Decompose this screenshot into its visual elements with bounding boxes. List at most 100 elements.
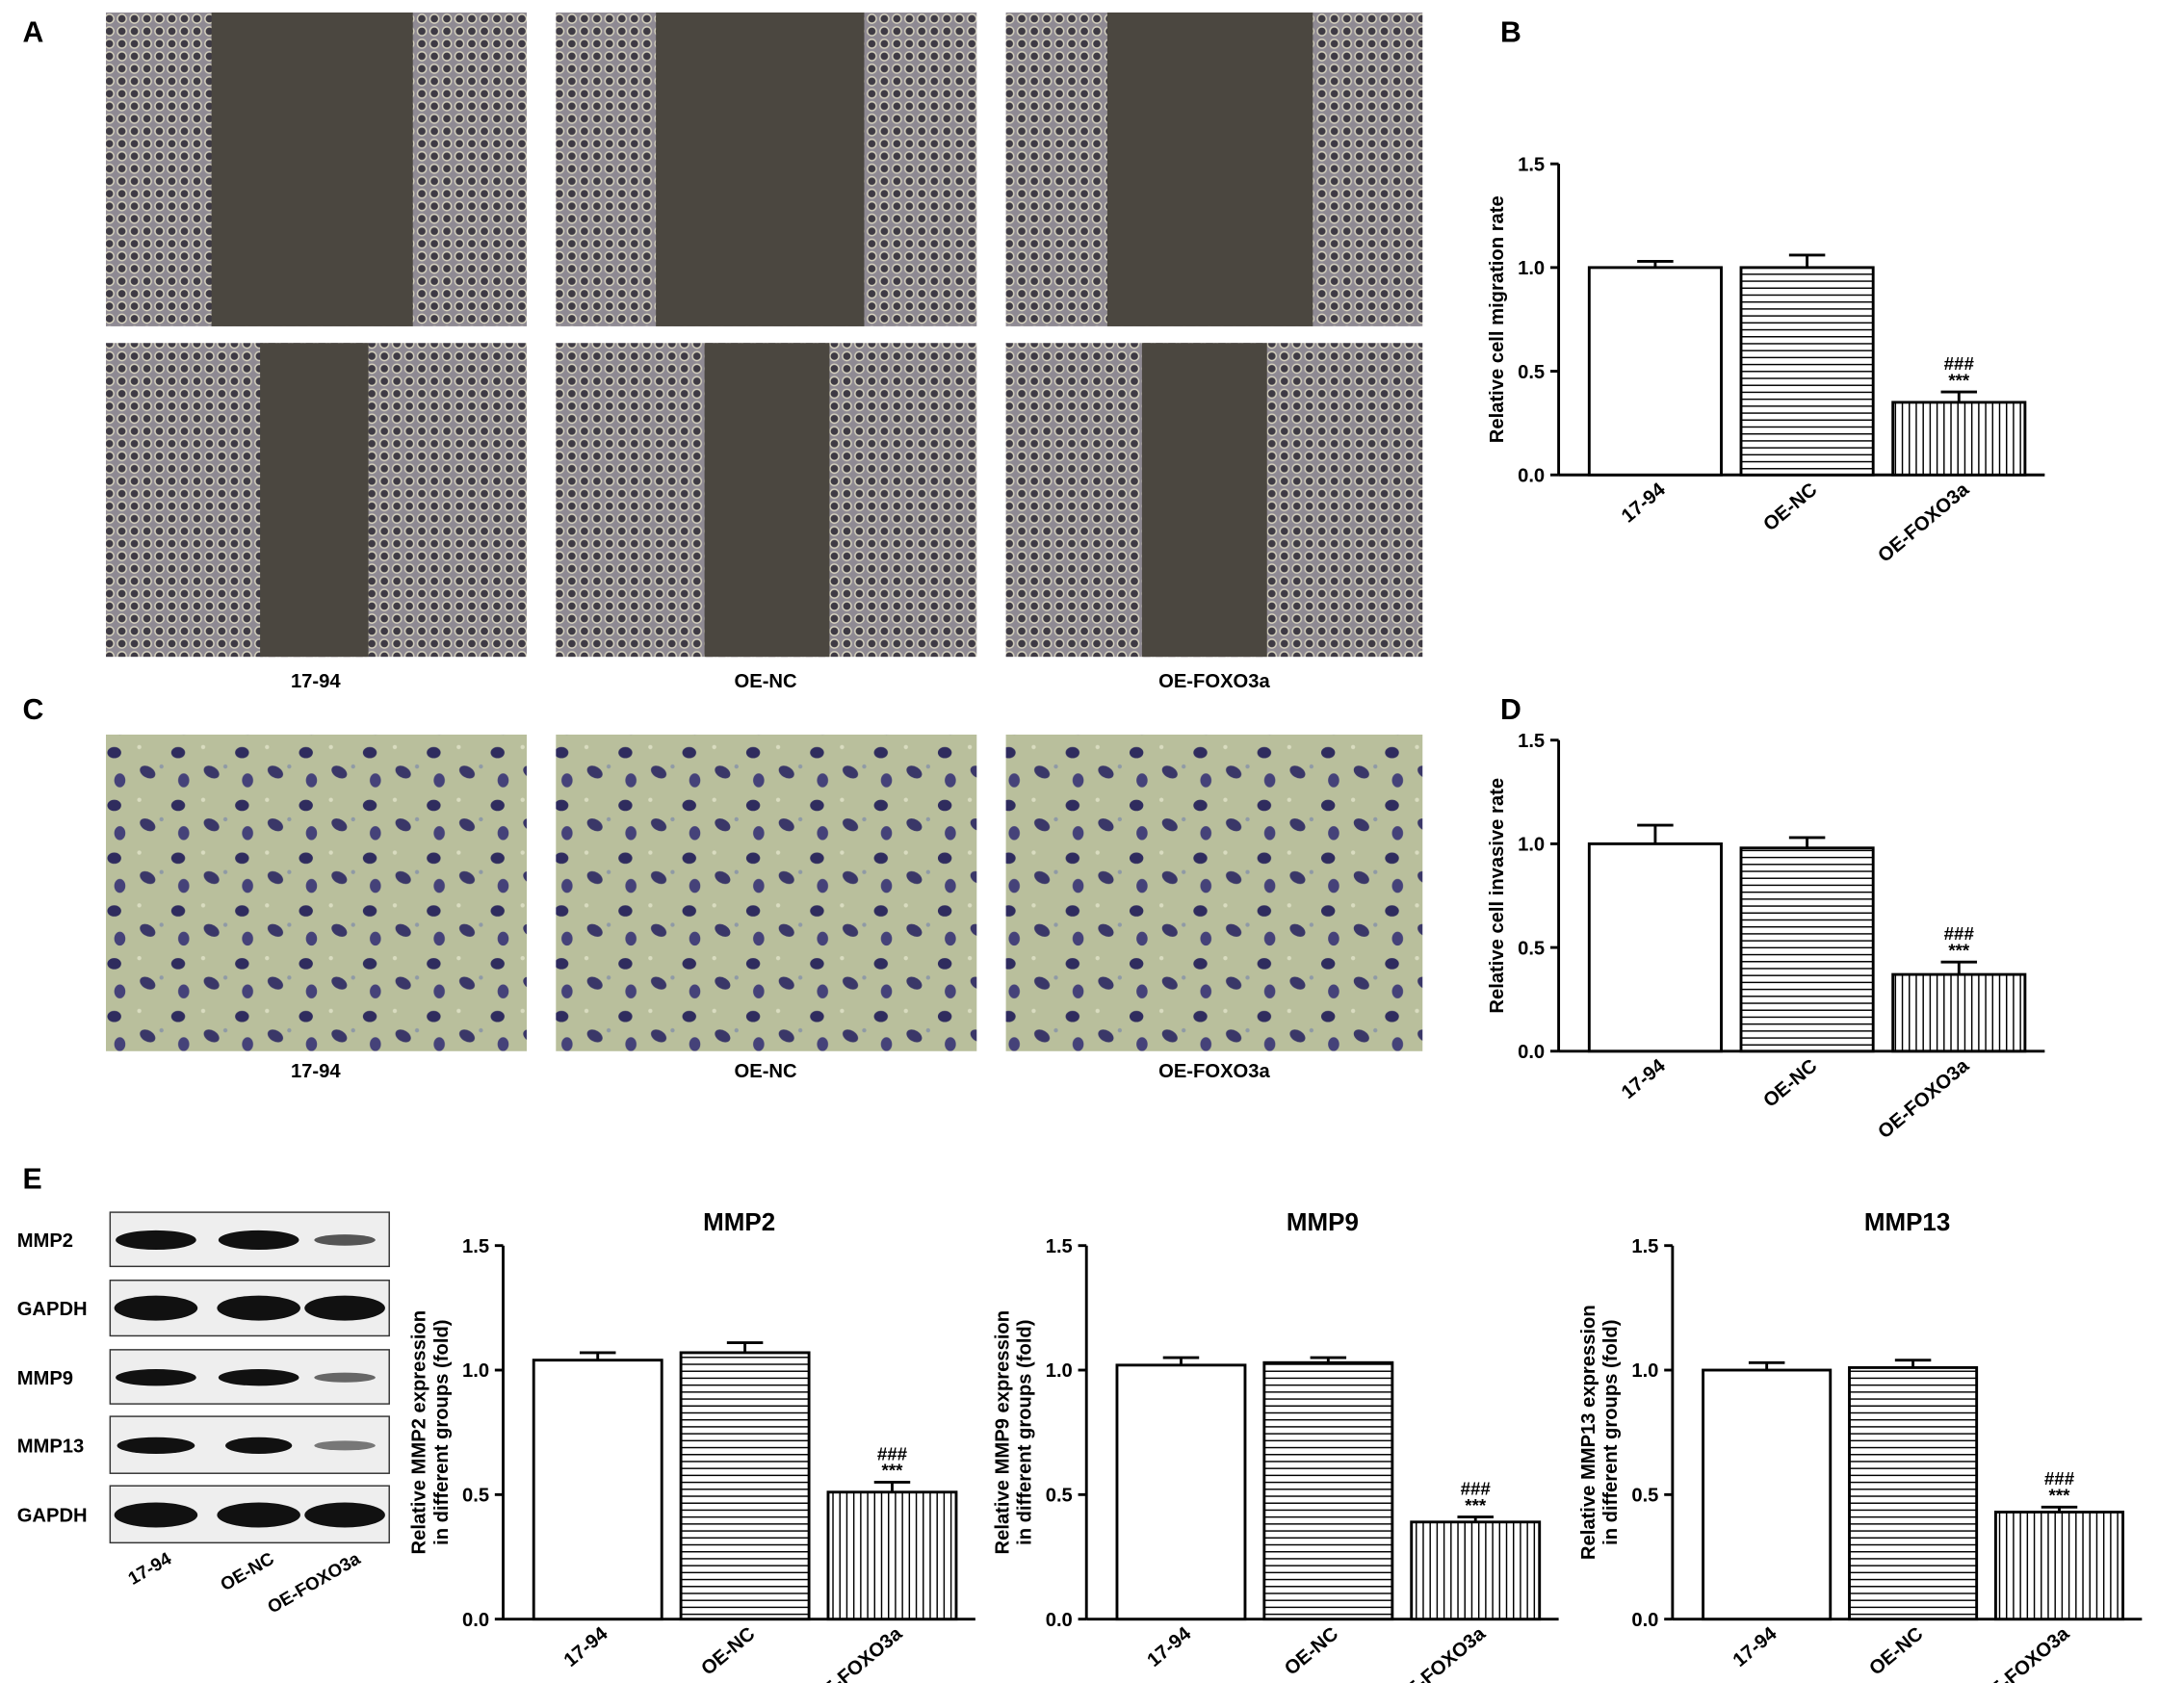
y-axis-label: Relative MMP2 expression: [409, 1310, 430, 1555]
x-tick-label: OE-FOXO3a: [808, 1622, 907, 1683]
image-label: OE-FOXO3a: [1158, 1061, 1270, 1082]
significance-label: ***: [2049, 1485, 2071, 1505]
y-tick-label: 0.0: [1046, 1610, 1073, 1631]
y-tick-label: 0.0: [1518, 1042, 1545, 1063]
y-tick-label: 1.5: [1518, 154, 1545, 175]
y-tick-label: 1.5: [1046, 1236, 1073, 1257]
bar: [1702, 1368, 1833, 1621]
y-tick-label: 0.0: [462, 1610, 489, 1631]
significance-label: ***: [1948, 940, 1970, 960]
bar: [1115, 1363, 1247, 1621]
y-axis-label: Relative MMP9 expression: [992, 1310, 1013, 1555]
significance-label: ###: [1944, 923, 1975, 944]
panel-letter: D: [1500, 694, 1521, 726]
bar: [1587, 842, 1723, 1053]
y-tick-label: 1.5: [1518, 731, 1545, 752]
y-axis-label: in different groups (fold): [1015, 1319, 1036, 1544]
y-tick-label: 0.5: [462, 1486, 489, 1507]
panel-letter: C: [22, 694, 43, 726]
blot-row-label: MMP2: [17, 1230, 73, 1252]
bar: [679, 1351, 811, 1621]
bar: [1262, 1360, 1394, 1621]
image-label: OE-NC: [735, 671, 797, 692]
chart-title: MMP9: [1287, 1207, 1359, 1236]
y-axis-label: Relative cell invasive rate: [1487, 778, 1508, 1014]
significance-label: ***: [1948, 370, 1970, 390]
y-tick-label: 0.5: [1518, 362, 1545, 383]
image-label: OE-FOXO3a: [1158, 671, 1270, 692]
chart-title: MMP2: [703, 1207, 775, 1236]
wound-images: [106, 12, 1423, 658]
western-blot: [109, 1211, 390, 1544]
significance-label: ###: [2044, 1468, 2075, 1489]
panel-letter: A: [22, 16, 43, 48]
image-label: 17-94: [291, 1061, 341, 1082]
y-tick-label: 0.5: [1631, 1486, 1658, 1507]
bar: [1993, 1510, 2125, 1621]
blot-lane-label: OE-FOXO3a: [264, 1548, 364, 1618]
y-tick-label: 1.0: [1631, 1360, 1658, 1382]
blot-row-label: GAPDH: [17, 1299, 88, 1320]
blot-row-label: GAPDH: [17, 1506, 88, 1527]
y-tick-label: 1.0: [1518, 258, 1545, 279]
significance-label: ###: [1461, 1479, 1492, 1499]
y-tick-label: 0.0: [1518, 465, 1545, 486]
y-axis-label: in different groups (fold): [1600, 1319, 1622, 1544]
blot-lane-label: 17-94: [124, 1548, 174, 1589]
panel-letter: E: [22, 1164, 41, 1196]
blot-lane-label: OE-NC: [217, 1548, 277, 1595]
bar-chart: 0.0 0.5 1.0 1.5 MMP2 Relative MMP2 expression…: [409, 1207, 975, 1683]
x-tick-label: OE-NC: [1759, 479, 1821, 535]
y-tick-label: 1.0: [1046, 1360, 1073, 1382]
bar: [1891, 972, 2027, 1053]
bar: [1739, 846, 1875, 1053]
bar: [1739, 266, 1875, 477]
y-tick-label: 0.0: [1631, 1610, 1658, 1631]
bar: [1587, 266, 1723, 477]
image-label: 17-94: [291, 671, 341, 692]
bar: [1891, 401, 2027, 477]
x-tick-label: OE-FOXO3a: [1391, 1622, 1490, 1683]
blot-row-label: MMP9: [17, 1368, 73, 1389]
x-tick-label: OE-FOXO3a: [1874, 1055, 1973, 1144]
significance-label: ###: [1944, 353, 1975, 374]
panel-letter: B: [1500, 16, 1521, 48]
x-tick-label: 17-94: [560, 1622, 612, 1671]
y-axis-label: Relative cell migration rate: [1487, 195, 1508, 443]
x-tick-label: OE-NC: [1759, 1055, 1821, 1112]
significance-label: ###: [877, 1443, 908, 1463]
y-axis-label: Relative MMP13 expression: [1578, 1305, 1599, 1560]
x-tick-label: OE-FOXO3a: [1874, 479, 1973, 567]
y-axis-label: in different groups (fold): [431, 1319, 453, 1544]
x-tick-label: OE-NC: [1865, 1623, 1927, 1680]
y-tick-label: 1.0: [462, 1360, 489, 1382]
y-tick-label: 1.5: [1631, 1236, 1658, 1257]
bar: [1410, 1520, 1542, 1621]
bar: [826, 1490, 958, 1621]
y-tick-label: 0.5: [1518, 938, 1545, 959]
x-tick-label: OE-NC: [697, 1623, 759, 1680]
x-tick-label: OE-NC: [1281, 1623, 1342, 1680]
significance-label: ***: [882, 1461, 904, 1481]
x-tick-label: 17-94: [1618, 1055, 1670, 1104]
x-tick-label: 17-94: [1618, 479, 1670, 528]
bar-chart: 0.0 0.5 1.0 1.5 Relative cell migration rate…: [1487, 154, 2045, 567]
x-tick-label: 17-94: [1729, 1622, 1781, 1671]
transwell-images: [106, 734, 1423, 1051]
y-tick-label: 1.0: [1518, 835, 1545, 856]
y-tick-label: 0.5: [1046, 1486, 1073, 1507]
chart-title: MMP13: [1864, 1207, 1950, 1236]
bar: [532, 1359, 663, 1621]
bar-chart: 0.0 0.5 1.0 1.5 MMP13 Relative MMP13 expressi…: [1578, 1207, 2143, 1683]
bar: [1848, 1365, 1979, 1621]
x-tick-label: 17-94: [1144, 1622, 1196, 1671]
image-label: OE-NC: [735, 1061, 797, 1082]
blot-row-label: MMP13: [17, 1437, 85, 1458]
bar-chart: 0.0 0.5 1.0 1.5 Relative cell invasive rate 1…: [1487, 731, 2045, 1144]
y-tick-label: 1.5: [462, 1236, 489, 1257]
x-tick-label: OE-FOXO3a: [1975, 1622, 2074, 1683]
bar-chart: 0.0 0.5 1.0 1.5 MMP9 Relative MMP9 expression…: [992, 1207, 1559, 1683]
significance-label: ***: [1465, 1495, 1487, 1515]
